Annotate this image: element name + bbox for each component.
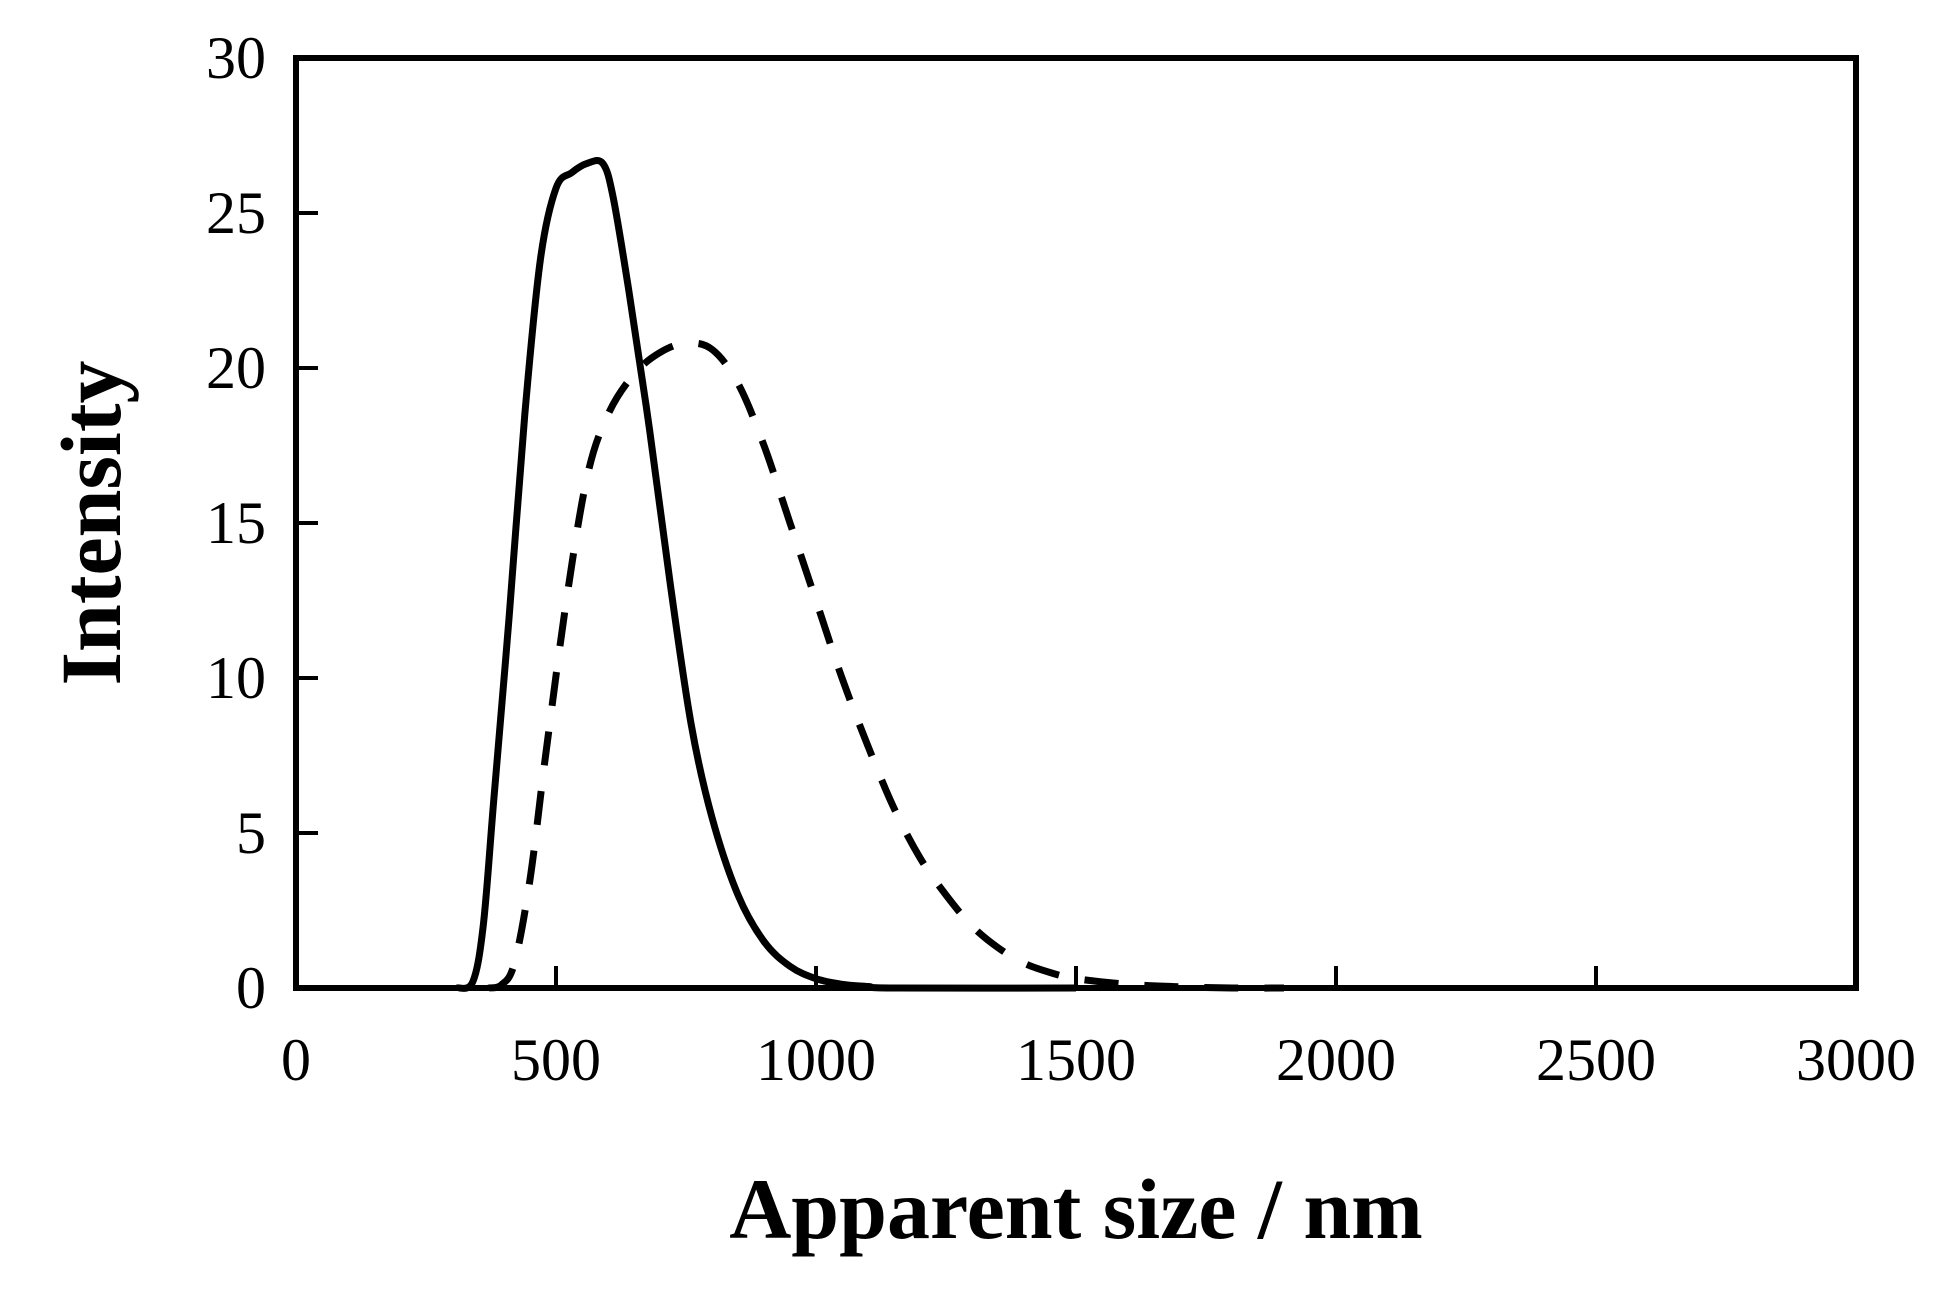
x-tick-label: 1500 bbox=[1016, 1027, 1136, 1093]
y-tick-label: 15 bbox=[206, 490, 266, 556]
y-tick-label: 25 bbox=[206, 180, 266, 246]
x-tick-label: 3000 bbox=[1796, 1027, 1916, 1093]
x-tick-label: 2500 bbox=[1536, 1027, 1656, 1093]
y-tick-label: 5 bbox=[236, 800, 266, 866]
x-axis-ticks: 0 500 1000 1500 2000 2500 3000 bbox=[281, 966, 1916, 1093]
y-tick-label: 10 bbox=[206, 645, 266, 711]
x-axis-title: Apparent size / nm bbox=[729, 1161, 1423, 1257]
y-tick-label: 20 bbox=[206, 335, 266, 401]
x-tick-label: 2000 bbox=[1276, 1027, 1396, 1093]
series-layer bbox=[455, 156, 1285, 992]
x-tick-label: 1000 bbox=[756, 1027, 876, 1093]
plot-area-frame bbox=[293, 55, 1859, 991]
y-axis-ticks: 0 5 10 15 20 25 30 bbox=[206, 25, 318, 1021]
x-tick-label: 500 bbox=[511, 1027, 601, 1093]
x-tick-label: 0 bbox=[281, 1027, 311, 1093]
y-tick-label: 0 bbox=[236, 955, 266, 1021]
series-line-solid bbox=[455, 156, 1077, 992]
y-axis-title: Intensity bbox=[43, 361, 139, 686]
series-line-dashed bbox=[487, 339, 1285, 992]
y-tick-label: 30 bbox=[206, 25, 266, 91]
